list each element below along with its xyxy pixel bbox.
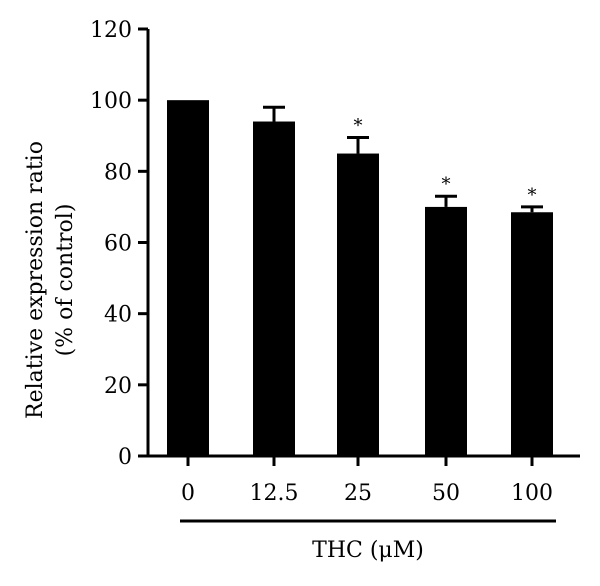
x-axis-title: THC (μM)	[312, 538, 424, 563]
x-tick-label: 50	[432, 481, 460, 506]
significance-mark: *	[442, 174, 451, 195]
bar-25	[337, 153, 379, 456]
bar-100	[511, 212, 553, 456]
y-tick-label: 40	[104, 303, 132, 328]
y-tick-label: 100	[90, 89, 132, 114]
y-tick-label: 0	[118, 445, 132, 470]
x-axis: 0 12.5 25 50 100	[148, 454, 580, 506]
bar-50	[425, 206, 467, 456]
y-axis: 0 20 40 60 80 100 120	[90, 18, 150, 470]
x-tick-label: 12.5	[250, 481, 299, 506]
y-tick-label: 20	[104, 374, 132, 399]
y-axis-title: Relative expression ratio (% of control)	[23, 141, 78, 419]
y-axis-title-line1: Relative expression ratio	[23, 141, 48, 419]
y-tick-label: 60	[104, 232, 132, 257]
bar-0	[167, 100, 209, 457]
bars: * * *	[167, 100, 553, 457]
x-tick-label: 25	[344, 481, 372, 506]
significance-mark: *	[354, 116, 363, 137]
y-tick-label: 80	[104, 160, 132, 185]
significance-mark: *	[528, 185, 537, 206]
y-axis-title-line2: (% of control)	[53, 204, 78, 357]
x-axis-title-group: THC (μM)	[180, 519, 556, 563]
bar-12.5	[253, 121, 295, 457]
y-tick-label: 120	[90, 18, 132, 43]
x-tick-label: 0	[181, 481, 195, 506]
x-tick-label: 100	[511, 481, 553, 506]
